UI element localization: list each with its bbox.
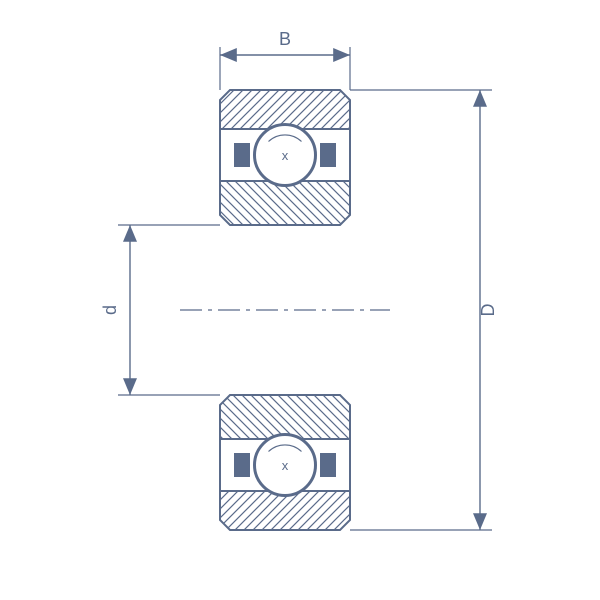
ball-mark: x xyxy=(282,458,289,473)
bearing-cross-section-diagram: x x B Dd xyxy=(0,0,600,600)
ball-mark: x xyxy=(282,148,289,163)
inner-race-top xyxy=(220,181,350,225)
dim-label-d: d xyxy=(100,305,120,315)
inner-race-bottom xyxy=(220,395,350,439)
dim-label-D: D xyxy=(478,304,498,317)
drawing-root: x x B Dd xyxy=(100,29,498,530)
cage-block xyxy=(234,143,250,167)
cage-block xyxy=(234,453,250,477)
cage-block xyxy=(320,143,336,167)
cage-block xyxy=(320,453,336,477)
dim-label-B: B xyxy=(279,29,291,49)
